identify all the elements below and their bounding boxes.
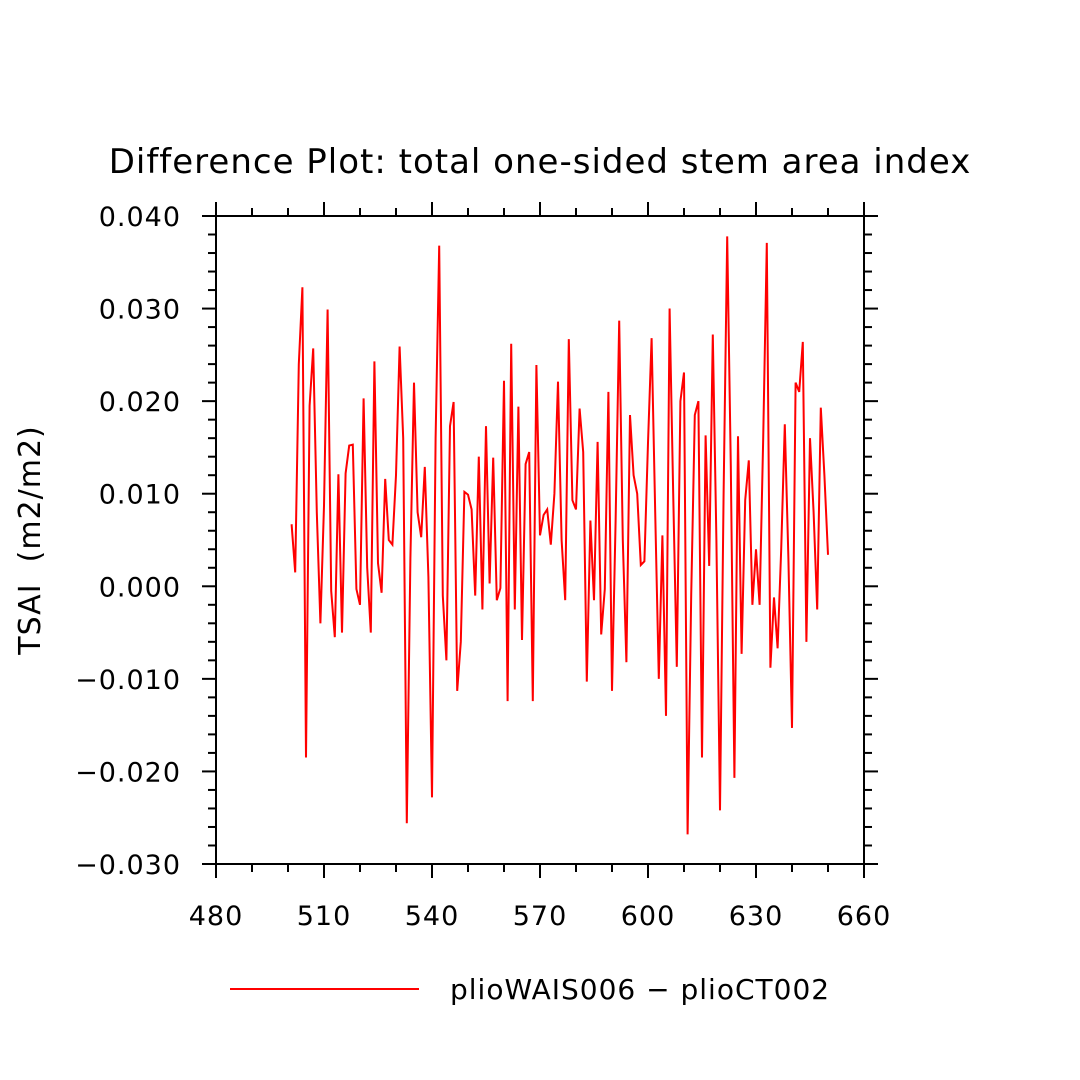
- y-tick-label: 0.010: [99, 480, 181, 511]
- axis-ticks: [202, 202, 878, 878]
- y-tick-label: −0.010: [75, 665, 181, 696]
- x-tick-label: 540: [405, 901, 460, 932]
- x-tick-label: 630: [729, 901, 784, 932]
- chart-title: Difference Plot: total one-sided stem ar…: [109, 142, 972, 182]
- y-axis-label: TSAI (m2/m2): [13, 425, 48, 656]
- axis-tick-labels: 480 510 540 570 600 630 660 −0.030 −0.020 −0.010 0…: [75, 202, 892, 932]
- legend-label: plioWAIS006 − plioCT002: [450, 973, 830, 1006]
- y-tick-label: −0.020: [75, 757, 181, 788]
- series-group: [290, 236, 829, 835]
- y-tick-label: 0.040: [99, 202, 181, 233]
- x-tick-label: 570: [513, 901, 568, 932]
- x-tick-label: 660: [837, 901, 892, 932]
- legend: plioWAIS006 − plioCT002: [230, 973, 830, 1006]
- x-tick-label: 600: [621, 901, 676, 932]
- y-tick-label: 0.000: [99, 572, 181, 603]
- y-axis-label-group: TSAI (m2/m2): [13, 425, 48, 656]
- y-tick-label: 0.030: [99, 295, 181, 326]
- x-tick-label: 510: [297, 901, 352, 932]
- series-line: [290, 236, 829, 835]
- x-tick-label: 480: [189, 901, 244, 932]
- y-tick-label: 0.020: [99, 387, 181, 418]
- y-tick-label: −0.030: [75, 850, 181, 881]
